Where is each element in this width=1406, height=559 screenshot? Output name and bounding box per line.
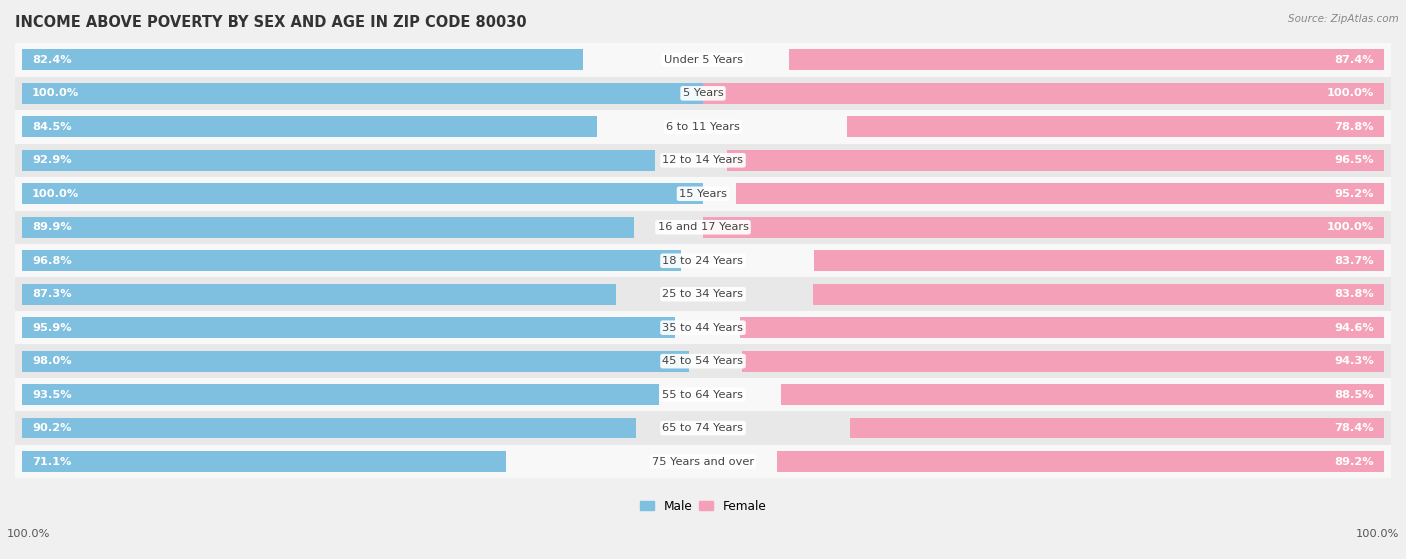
Text: 82.4%: 82.4%	[32, 55, 72, 65]
Text: 89.2%: 89.2%	[1334, 457, 1374, 467]
Bar	[15, 43, 1391, 77]
Text: 84.5%: 84.5%	[32, 122, 72, 132]
Bar	[22, 250, 681, 271]
Bar	[15, 277, 1391, 311]
Text: 100.0%: 100.0%	[1327, 222, 1374, 232]
Bar	[15, 177, 1391, 211]
Bar	[742, 351, 1384, 372]
Bar	[15, 311, 1391, 344]
Text: 83.8%: 83.8%	[1334, 289, 1374, 299]
Bar	[15, 378, 1391, 411]
Bar	[782, 384, 1384, 405]
Text: 100.0%: 100.0%	[7, 529, 51, 539]
Bar	[22, 83, 703, 104]
Bar	[848, 116, 1384, 137]
Text: INCOME ABOVE POVERTY BY SEX AND AGE IN ZIP CODE 80030: INCOME ABOVE POVERTY BY SEX AND AGE IN Z…	[15, 15, 527, 30]
Bar	[851, 418, 1384, 438]
Text: 95.9%: 95.9%	[32, 323, 72, 333]
Bar	[814, 250, 1384, 271]
Text: 78.8%: 78.8%	[1334, 122, 1374, 132]
Bar	[813, 284, 1384, 305]
Legend: Male, Female: Male, Female	[634, 495, 772, 518]
Text: 87.4%: 87.4%	[1334, 55, 1374, 65]
Text: 100.0%: 100.0%	[32, 88, 79, 98]
Bar	[703, 83, 1384, 104]
Text: 15 Years: 15 Years	[679, 189, 727, 199]
Text: 75 Years and over: 75 Years and over	[652, 457, 754, 467]
Text: 93.5%: 93.5%	[32, 390, 72, 400]
Bar	[15, 144, 1391, 177]
Bar	[15, 445, 1391, 479]
Bar	[15, 411, 1391, 445]
Text: 94.6%: 94.6%	[1334, 323, 1374, 333]
Text: 87.3%: 87.3%	[32, 289, 72, 299]
Text: 92.9%: 92.9%	[32, 155, 72, 165]
Text: 71.1%: 71.1%	[32, 457, 72, 467]
Text: 45 to 54 Years: 45 to 54 Years	[662, 356, 744, 366]
Bar	[776, 451, 1384, 472]
Text: 18 to 24 Years: 18 to 24 Years	[662, 255, 744, 266]
Bar	[789, 50, 1384, 70]
Text: 95.2%: 95.2%	[1334, 189, 1374, 199]
Text: 94.3%: 94.3%	[1334, 356, 1374, 366]
Bar	[22, 418, 637, 438]
Text: 100.0%: 100.0%	[32, 189, 79, 199]
Text: 25 to 34 Years: 25 to 34 Years	[662, 289, 744, 299]
Bar	[740, 318, 1384, 338]
Bar	[15, 344, 1391, 378]
Bar	[735, 183, 1384, 204]
Bar	[22, 217, 634, 238]
Text: 6 to 11 Years: 6 to 11 Years	[666, 122, 740, 132]
Text: 35 to 44 Years: 35 to 44 Years	[662, 323, 744, 333]
Bar	[22, 351, 689, 372]
Bar	[727, 150, 1384, 170]
Text: 100.0%: 100.0%	[1327, 88, 1374, 98]
Text: 96.8%: 96.8%	[32, 255, 72, 266]
Bar	[22, 150, 655, 170]
Text: 78.4%: 78.4%	[1334, 423, 1374, 433]
Text: 55 to 64 Years: 55 to 64 Years	[662, 390, 744, 400]
Bar	[22, 183, 703, 204]
Text: 98.0%: 98.0%	[32, 356, 72, 366]
Text: 96.5%: 96.5%	[1334, 155, 1374, 165]
Text: Source: ZipAtlas.com: Source: ZipAtlas.com	[1288, 14, 1399, 24]
Bar	[22, 384, 659, 405]
Bar	[15, 110, 1391, 144]
Bar	[22, 318, 675, 338]
Text: 89.9%: 89.9%	[32, 222, 72, 232]
Text: 90.2%: 90.2%	[32, 423, 72, 433]
Text: 5 Years: 5 Years	[683, 88, 723, 98]
Text: 100.0%: 100.0%	[1355, 529, 1399, 539]
Bar	[22, 284, 616, 305]
Bar	[15, 211, 1391, 244]
Bar	[22, 116, 598, 137]
Bar	[22, 451, 506, 472]
Text: 12 to 14 Years: 12 to 14 Years	[662, 155, 744, 165]
Bar	[22, 50, 583, 70]
Bar	[15, 77, 1391, 110]
Text: Under 5 Years: Under 5 Years	[664, 55, 742, 65]
Bar	[703, 217, 1384, 238]
Bar	[15, 244, 1391, 277]
Text: 65 to 74 Years: 65 to 74 Years	[662, 423, 744, 433]
Text: 16 and 17 Years: 16 and 17 Years	[658, 222, 748, 232]
Text: 88.5%: 88.5%	[1334, 390, 1374, 400]
Text: 83.7%: 83.7%	[1334, 255, 1374, 266]
